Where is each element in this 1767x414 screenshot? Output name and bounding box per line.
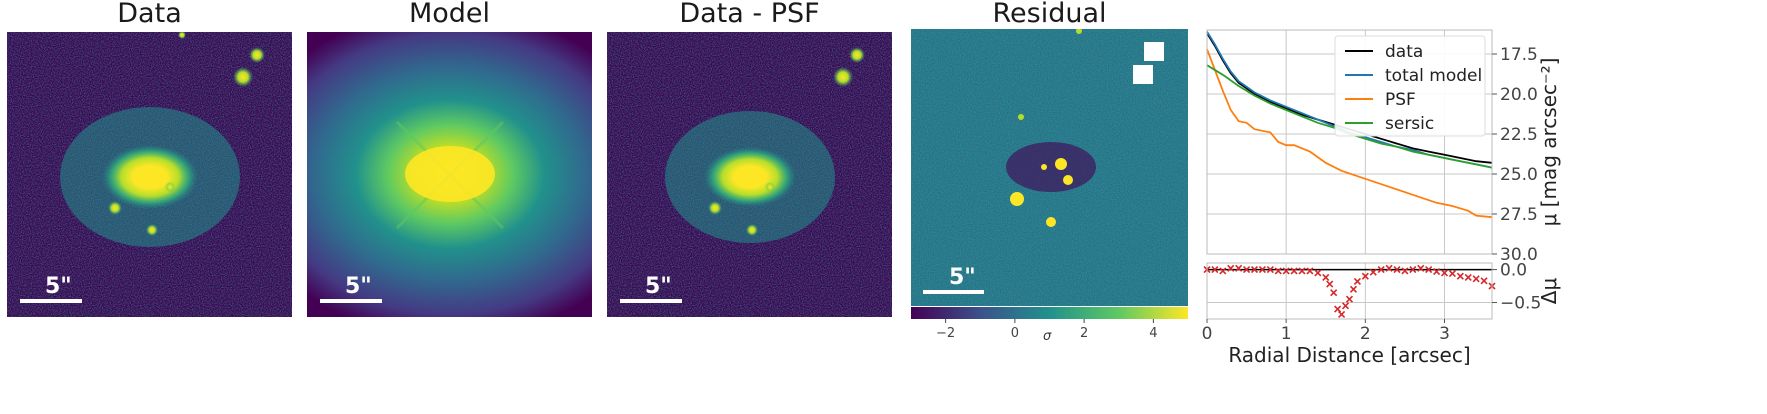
residual-point <box>1235 264 1243 272</box>
residual-point <box>1440 269 1449 277</box>
legend-box <box>1334 35 1486 137</box>
y-tick-label: 30.0 <box>1500 245 1538 265</box>
y-tick-label: 27.5 <box>1500 205 1538 225</box>
residual-point <box>1377 266 1385 274</box>
residual-point <box>1219 267 1227 275</box>
y-tick-label: 0.0 <box>1500 261 1527 281</box>
residual-point <box>1353 277 1361 286</box>
residual-point <box>1385 264 1393 272</box>
scale-bar-label: 5" <box>345 274 372 299</box>
residual-y-axis-label: Δμ <box>1537 278 1561 305</box>
residual-point <box>1345 295 1354 303</box>
residual-point <box>1448 269 1456 278</box>
colorbar-tick-label: 2 <box>1080 326 1088 341</box>
residual-point <box>1211 266 1219 274</box>
y-tick-label: −0.5 <box>1500 294 1541 314</box>
residual-point <box>1472 275 1480 283</box>
profile-plot-frame <box>1206 29 1493 255</box>
legend-entry: PSF <box>1385 90 1416 110</box>
residual-point <box>1322 273 1330 282</box>
residual-point <box>1298 267 1306 275</box>
model-image <box>307 32 592 317</box>
series-line-PSF <box>1206 48 1493 219</box>
scale-bar <box>20 299 82 303</box>
model-panel: Model 5" <box>307 0 592 317</box>
residual-point <box>1282 267 1290 275</box>
legend: data total model PSF sersic <box>1334 35 1486 137</box>
residual-point <box>1258 266 1266 274</box>
y-tick-label: 22.5 <box>1500 125 1538 145</box>
series-line-data <box>1206 32 1493 164</box>
y-tick-label: 20.0 <box>1500 85 1538 105</box>
x-tick-label: 2 <box>1360 324 1371 344</box>
y-axis-label: μ [mag arcsec⁻²] <box>1537 58 1561 227</box>
residual-point <box>1433 267 1441 276</box>
residual-panel: Residual 5" <box>911 0 1188 306</box>
residual-point <box>1464 273 1472 282</box>
y-tick-label: 25.0 <box>1500 165 1538 185</box>
colorbar: −2 0 2 4 σ <box>911 307 1188 357</box>
residual-point <box>1274 267 1282 275</box>
data-panel: Data 5" <box>7 0 292 317</box>
residual-point <box>1326 280 1334 288</box>
residual-image <box>911 29 1188 306</box>
data-image <box>7 32 292 317</box>
residual-point <box>1341 302 1350 310</box>
data-minus-psf-panel: Data - PSF 5" <box>607 0 892 317</box>
profile-chart: 17.520.022.525.027.530.0μ [mag arcsec⁻²]… <box>1202 29 1561 367</box>
legend-entry: sersic <box>1385 114 1434 134</box>
legend-entry: data <box>1385 42 1423 62</box>
residual-point <box>1250 266 1259 274</box>
data-minus-psf-panel-title: Data - PSF <box>679 0 820 29</box>
y-tick-label: 17.5 <box>1500 45 1538 65</box>
residual-point <box>1456 272 1464 280</box>
x-tick-label: 3 <box>1439 324 1450 344</box>
residual-point <box>1361 272 1369 280</box>
colorbar-label: σ <box>1043 329 1052 344</box>
x-axis-label: Radial Distance [arcsec] <box>1228 343 1470 367</box>
residual-point <box>1290 267 1298 275</box>
colorbar-svg: −2 0 2 4 <box>911 307 1188 341</box>
residual-point <box>1401 267 1409 275</box>
colorbar-tick-label: 4 <box>1149 326 1157 341</box>
scale-bar-label: 5" <box>45 274 72 299</box>
x-tick-label: 0 <box>1202 324 1213 344</box>
x-tick-label: 1 <box>1281 324 1292 344</box>
residual-point <box>1338 310 1346 318</box>
data-minus-psf-image <box>607 32 892 317</box>
residual-point <box>1266 266 1274 274</box>
residual-point <box>1369 268 1377 276</box>
residual-point <box>1480 277 1488 285</box>
residual-point <box>1227 264 1235 272</box>
residual-point <box>1409 266 1417 274</box>
residual-point <box>1243 266 1251 274</box>
data-panel-title: Data <box>117 0 182 29</box>
residual-point <box>1334 305 1342 313</box>
residual-point <box>1314 269 1322 277</box>
scale-bar <box>320 299 382 303</box>
legend-entry: total model <box>1385 66 1482 86</box>
residual-point <box>1306 267 1314 275</box>
residual-point <box>1330 289 1338 297</box>
colorbar-tick-label: 0 <box>1011 326 1019 341</box>
scale-bar-label: 5" <box>949 265 976 290</box>
colorbar-tick-label: −2 <box>936 326 955 341</box>
residual-point <box>1417 264 1425 272</box>
colorbar-gradient <box>911 307 1188 319</box>
residual-plot-frame <box>1206 262 1493 320</box>
residual-panel-title: Residual <box>992 0 1107 29</box>
residual-point <box>1349 285 1358 293</box>
scale-bar-label: 5" <box>645 274 672 299</box>
model-panel-title: Model <box>408 0 491 29</box>
scale-bar <box>620 299 682 303</box>
residual-point <box>1425 266 1433 274</box>
residual-point <box>1393 266 1401 274</box>
scale-bar <box>923 290 984 294</box>
